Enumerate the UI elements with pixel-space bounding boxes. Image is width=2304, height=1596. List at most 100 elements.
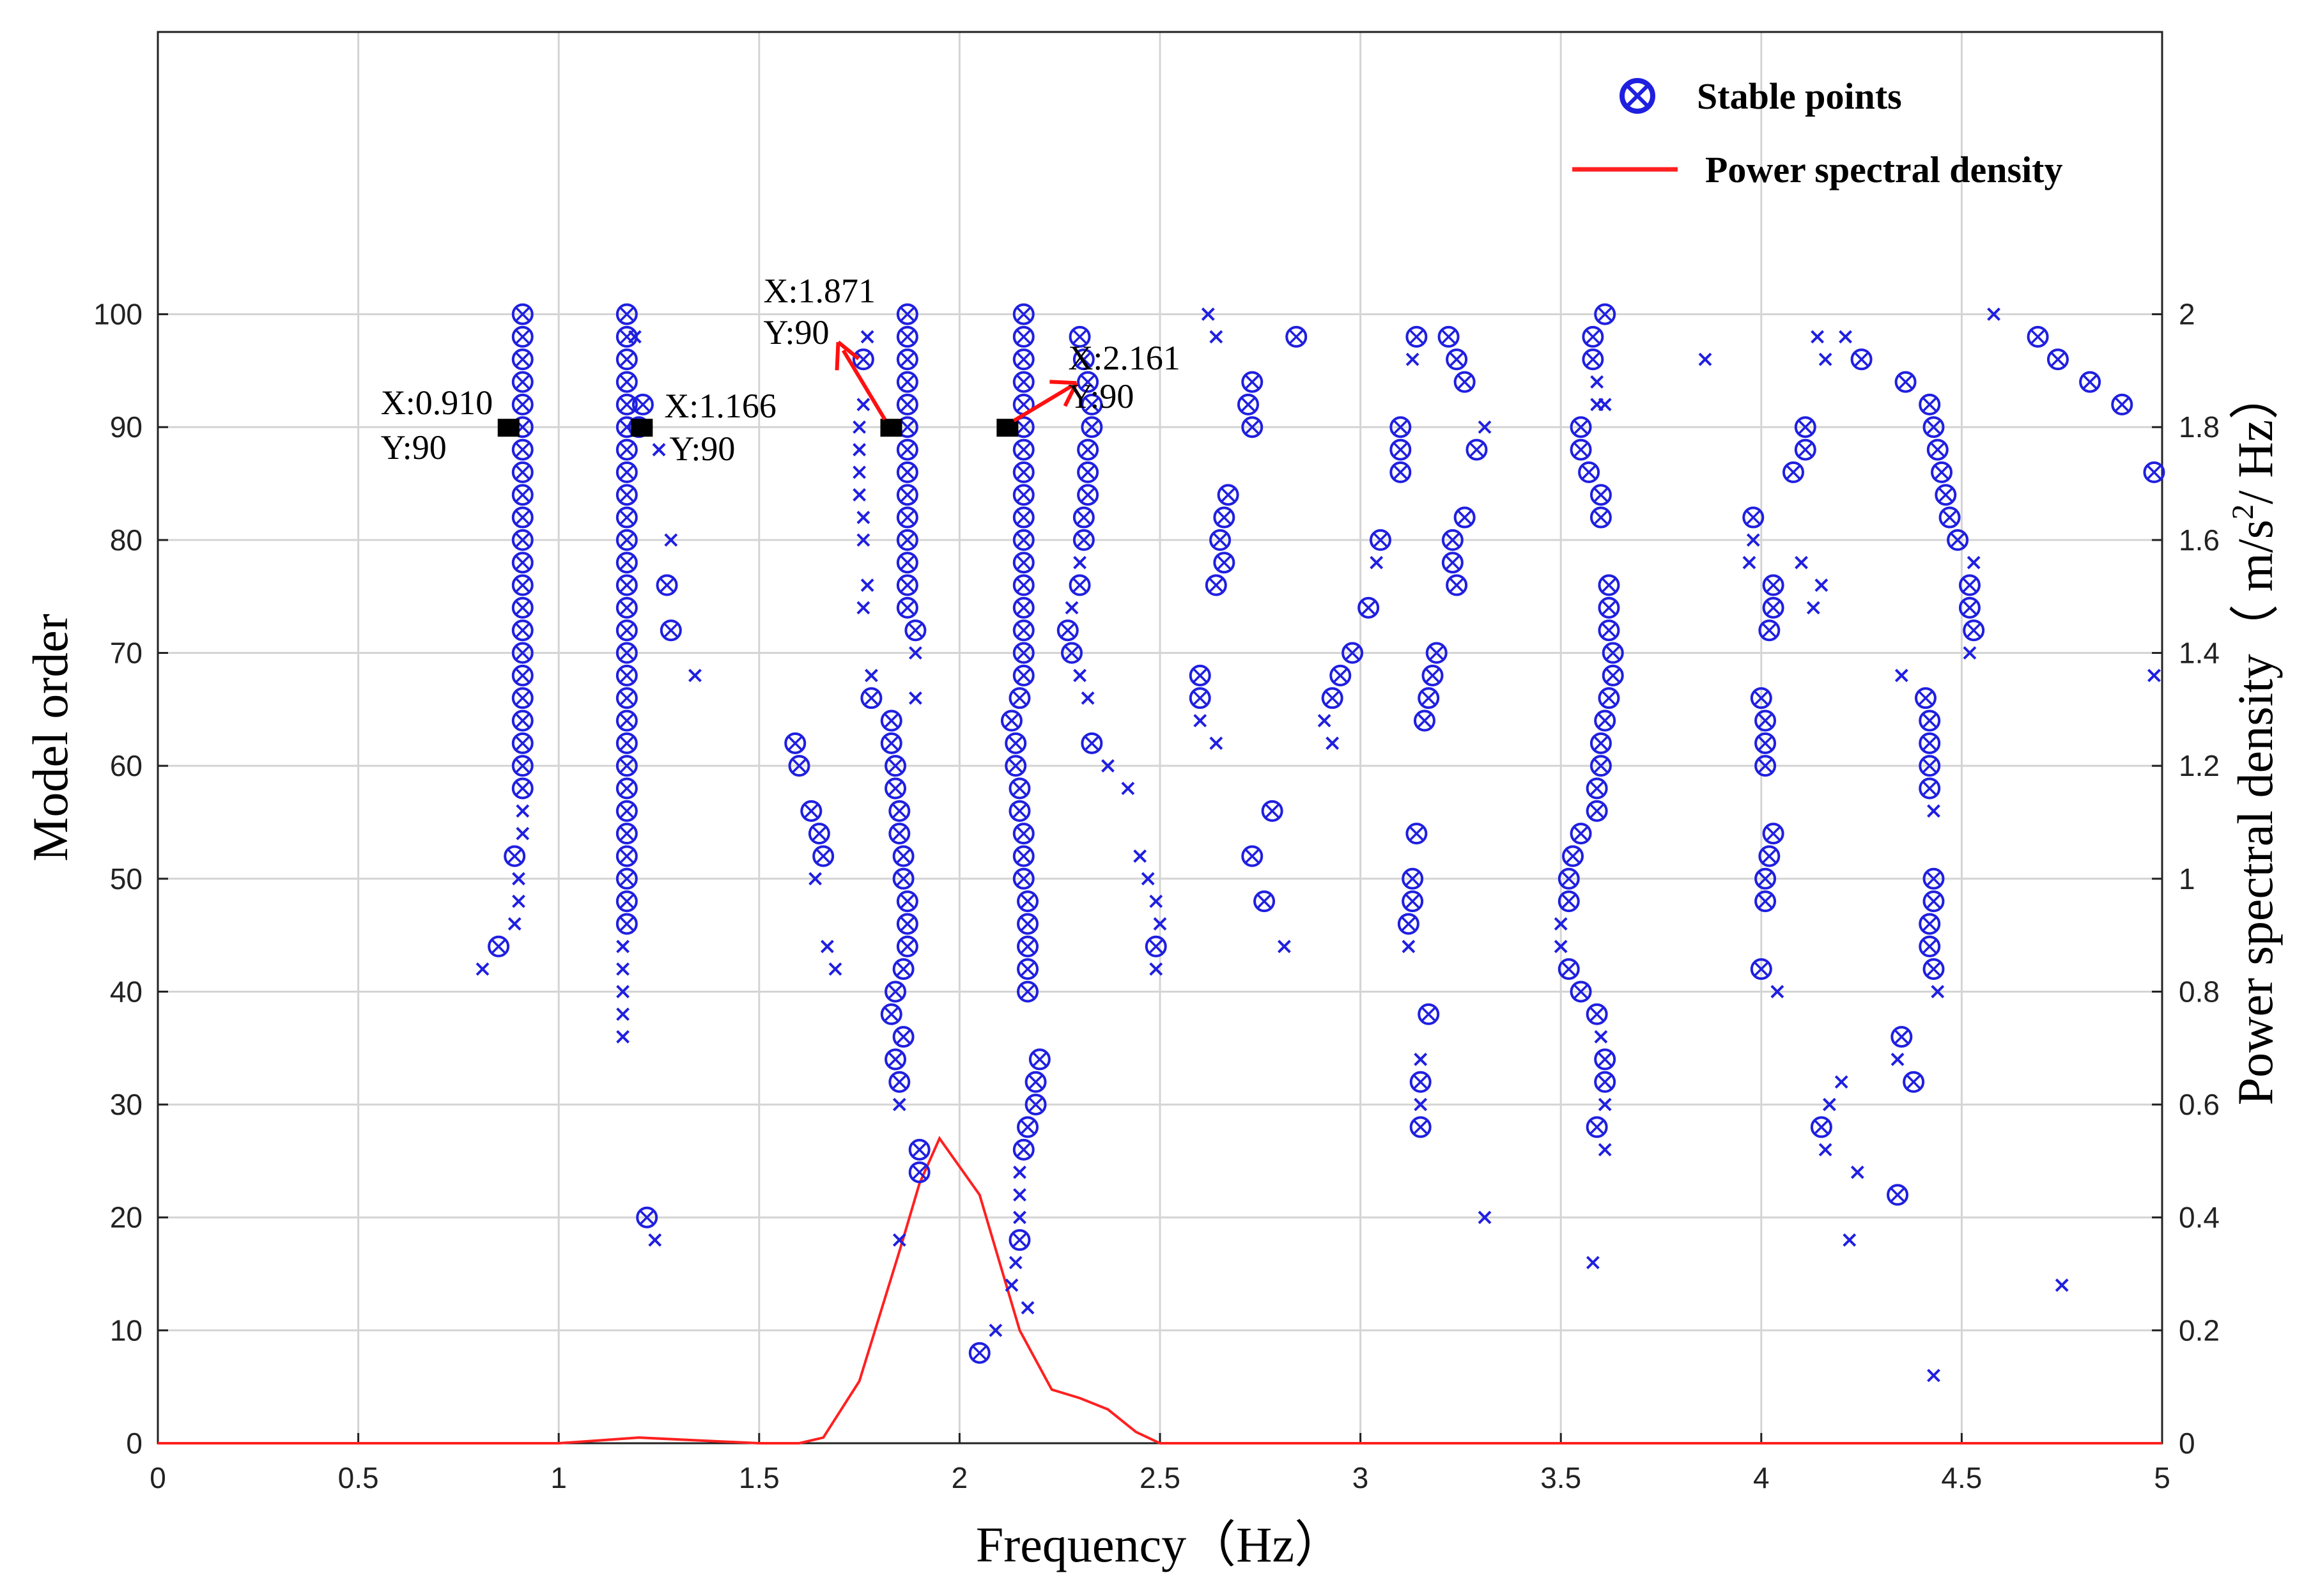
stable-point: [1285, 325, 1308, 348]
x-axis-title: Frequency（Hz）: [976, 1517, 1344, 1572]
unstable-point: [1101, 759, 1115, 773]
unstable-point: [1317, 714, 1331, 727]
stable-point: [1189, 664, 1211, 686]
stable-point: [1389, 461, 1412, 483]
x-tick-label: 2: [952, 1461, 968, 1494]
stable-point: [1017, 958, 1039, 980]
y-axis-left: 0 10 20 30 40 50 60 70 80 90 100: [93, 298, 168, 1460]
x-tick-label: 0.5: [338, 1461, 379, 1494]
unstable-point: [1850, 1165, 1864, 1179]
unstable-point: [512, 894, 525, 908]
stable-point: [1024, 1094, 1047, 1116]
stable-point: [2046, 348, 2069, 371]
y2-tick-label: 1.8: [2179, 410, 2220, 444]
stable-point: [892, 867, 915, 890]
x-tick-label: 1: [550, 1461, 567, 1494]
unstable-point: [1967, 555, 1981, 569]
legend-label-stable-points: Stable points: [1697, 75, 1902, 117]
stable-point: [1922, 958, 1945, 980]
stable-point: [1009, 777, 1031, 800]
unstable-point: [853, 488, 867, 502]
y-tick-label: 90: [110, 410, 143, 444]
stable-point: [615, 529, 638, 551]
stable-point: [1253, 890, 1276, 913]
unstable-point: [1013, 1188, 1026, 1202]
stable-point: [2027, 325, 2049, 348]
stable-point: [2111, 393, 2133, 415]
stable-point: [511, 709, 534, 732]
unstable-point: [860, 330, 874, 344]
stable-point: [615, 913, 638, 935]
stable-point: [1009, 800, 1031, 822]
y-axis-right: 0 0.2 0.4 0.6 0.8 1 1.2 1.4 1.6 1.8 2: [2152, 298, 2220, 1460]
y2-axis-title: Power spectral density（ m/s2/ Hz）: [2226, 370, 2283, 1105]
legend: Stable points Power spectral density: [1572, 75, 2063, 190]
stable-point: [1919, 709, 1941, 732]
stable-point: [1437, 325, 1460, 348]
stable-point: [1024, 1071, 1047, 1093]
stable-point: [615, 642, 638, 664]
stable-point: [1145, 935, 1167, 957]
stable-point: [615, 461, 638, 483]
stable-point: [511, 303, 534, 325]
x-tick-label: 2.5: [1140, 1461, 1180, 1494]
x-tick-label: 1.5: [739, 1461, 780, 1494]
stable-point: [1012, 461, 1035, 483]
stable-point: [1061, 642, 1083, 664]
unstable-point: [860, 578, 874, 592]
stable-point: [511, 732, 534, 754]
unstable-point: [828, 962, 842, 976]
unstable-point: [512, 872, 525, 886]
stable-point: [896, 506, 918, 529]
stable-point: [1409, 1071, 1432, 1093]
stable-point: [1602, 642, 1624, 664]
unstable-point: [853, 443, 867, 456]
stable-point: [1329, 664, 1352, 686]
unstable-point: [1121, 782, 1135, 795]
x-axis: 0 0.5 1 1.5 2 2.5 3 3.5 4 4.5 5: [150, 1433, 2170, 1494]
unstable-point: [1193, 714, 1207, 727]
stable-point: [1446, 348, 1468, 371]
stable-point: [511, 506, 534, 529]
unstable-point: [1594, 1030, 1608, 1044]
stable-point: [908, 1138, 931, 1161]
stable-point: [1241, 845, 1264, 867]
stable-point: [968, 1342, 991, 1364]
stable-point: [852, 348, 874, 371]
datatip-marker: [497, 419, 520, 437]
stable-point: [504, 845, 526, 867]
datatip-label-x: X:1.166: [664, 387, 777, 425]
stable-point: [488, 935, 510, 957]
stable-point: [1012, 596, 1035, 619]
stable-point: [1012, 506, 1035, 529]
stable-point: [1389, 416, 1412, 438]
stable-point: [511, 393, 534, 415]
stable-point: [1077, 461, 1099, 483]
stable-point: [1081, 416, 1103, 438]
unstable-point: [1823, 1097, 1836, 1112]
unstable-point: [648, 1233, 662, 1247]
stable-point: [812, 845, 835, 867]
stable-point: [888, 800, 911, 822]
stable-point: [615, 393, 638, 415]
stable-point: [1405, 325, 1428, 348]
unstable-point: [1811, 330, 1825, 344]
datatip-label-x: X:2.161: [1068, 339, 1180, 377]
stable-point: [615, 845, 638, 867]
stable-point: [1935, 484, 1957, 506]
x-tick-label: 0: [150, 1461, 166, 1494]
stable-point: [1205, 574, 1227, 596]
stable-point: [1938, 506, 1961, 529]
unstable-point: [475, 962, 490, 976]
stable-point: [511, 574, 534, 596]
stable-points-series: [475, 303, 2165, 1383]
stable-point: [896, 303, 918, 325]
unstable-point: [1009, 1255, 1023, 1269]
stable-point: [615, 664, 638, 686]
unstable-point: [1742, 555, 1756, 569]
y2-tick-label: 0: [2179, 1427, 2195, 1460]
y-tick-label: 70: [110, 637, 143, 670]
stable-point: [1012, 619, 1035, 642]
stable-point: [1742, 506, 1765, 529]
stable-point: [1077, 484, 1099, 506]
